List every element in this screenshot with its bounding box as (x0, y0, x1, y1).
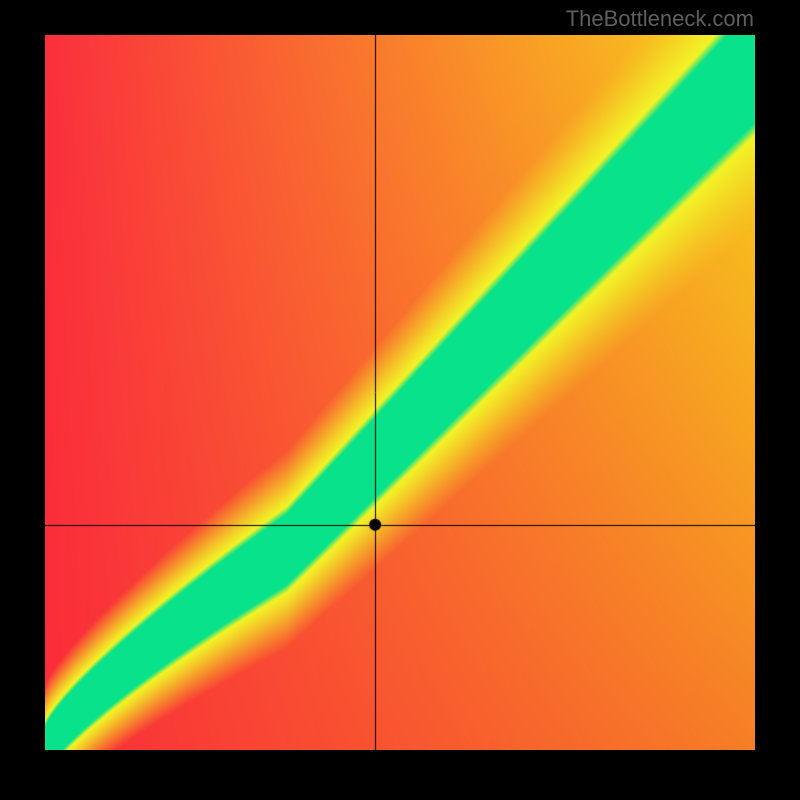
watermark-text: TheBottleneck.com (566, 6, 754, 32)
bottleneck-heatmap (45, 35, 755, 750)
chart-container: TheBottleneck.com (0, 0, 800, 800)
